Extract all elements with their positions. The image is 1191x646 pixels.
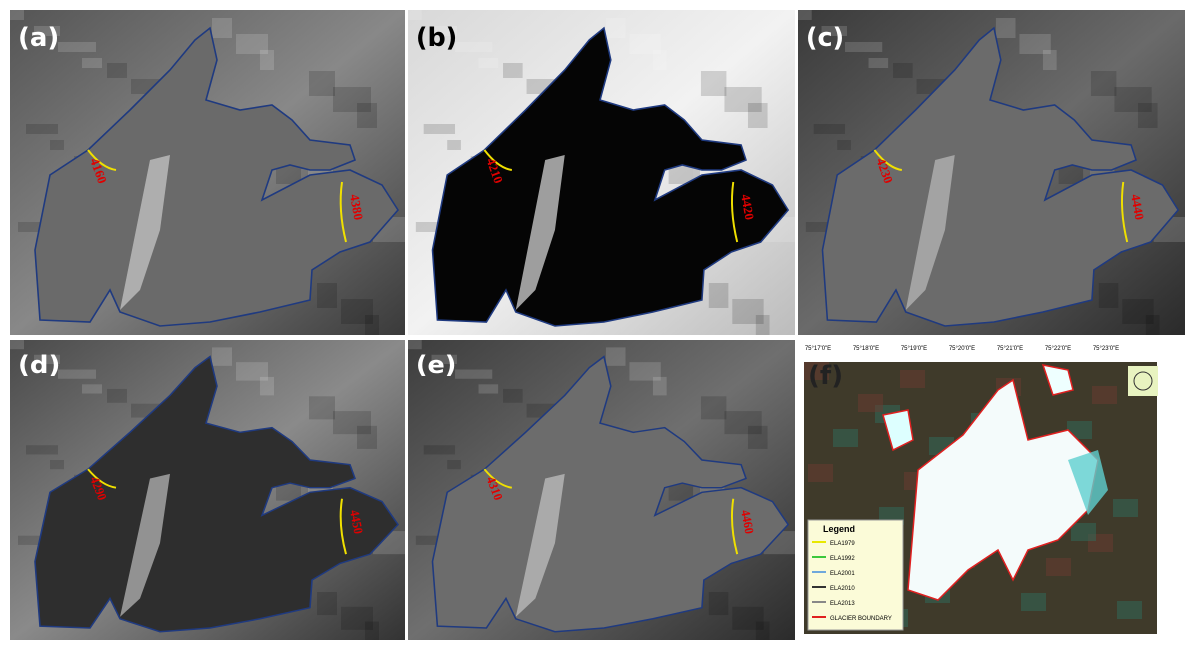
legend-title: Legend [823,524,855,534]
texture [424,124,455,134]
panel-label: (b) [416,23,457,53]
longitude-label: 75°18'0"E [853,346,879,352]
texture [845,42,882,52]
texture [479,384,499,393]
terrain [1092,386,1117,404]
terrain [858,394,883,412]
image-panel: (b)42104420 [408,10,795,335]
panel-label: (c) [806,23,844,53]
texture [996,18,1016,38]
texture [317,592,337,615]
terrain [1046,558,1071,576]
texture [10,10,24,20]
legend-item: GLACIER BOUNDARY [830,616,892,622]
texture [701,71,726,96]
panel-label: (e) [416,351,457,379]
longitude-label: 75°17'0"E [805,346,831,352]
texture [26,124,58,134]
terrain [1113,499,1138,517]
texture [869,58,889,68]
legend-item: ELA2013 [830,601,855,607]
texture [58,370,96,379]
compass-box [1128,366,1158,396]
texture [606,347,626,365]
texture [50,460,64,469]
texture [748,426,768,449]
texture [503,63,523,78]
texture [317,283,337,308]
legend-item: ELA2001 [830,571,855,577]
legend-item: ELA1992 [830,556,855,562]
terrain [833,429,858,447]
texture [107,389,127,403]
texture [606,18,626,38]
texture [814,124,845,134]
legend-box [808,520,903,630]
legend-item: ELA2010 [830,586,855,592]
texture [357,103,377,128]
texture [653,377,667,395]
texture [1099,283,1119,308]
texture [756,622,770,640]
texture [798,10,812,20]
texture [447,140,461,150]
texture [455,370,492,379]
texture [447,460,461,469]
image-panel: (a)41604380 [10,10,405,335]
texture [50,140,64,150]
texture [424,445,455,454]
texture [756,315,770,335]
texture [82,384,102,393]
texture [455,42,492,52]
texture [709,283,729,308]
longitude-label: 75°23'0"E [1093,346,1119,352]
texture [260,377,274,395]
texture [309,396,335,419]
longitude-label: 75°21'0"E [997,346,1023,352]
map-panel: 75°17'0"E 75°18'0"E 75°19'0"E 75°20'0"E 75°2… [798,340,1185,640]
texture [837,140,851,150]
texture [309,71,335,96]
texture [408,10,422,20]
texture [503,389,523,403]
texture [1043,50,1057,70]
texture [709,592,729,615]
texture [408,340,422,349]
texture [893,63,913,78]
terrain [1021,593,1046,611]
texture [58,42,96,52]
panel-label: (d) [18,351,60,379]
legend-item: ELA1979 [830,541,855,547]
texture [212,18,232,38]
texture [748,103,768,128]
texture [107,63,127,78]
texture [701,396,726,419]
texture [1146,315,1160,335]
texture [82,58,102,68]
texture [357,426,377,449]
longitude-label: 75°20'0"E [949,346,975,352]
texture [479,58,499,68]
texture [212,347,232,365]
texture [1138,103,1158,128]
terrain [900,370,925,388]
panel-label: (a) [18,23,59,53]
texture [653,50,667,70]
terrain [1071,523,1096,541]
terrain [808,464,833,482]
panel-label: (f) [808,361,843,391]
longitude-label: 75°22'0"E [1045,346,1071,352]
texture [26,445,58,454]
texture [365,622,379,640]
texture [10,340,24,349]
figure: (a)41604380(b)42104420(c)42304440 (d)4290… [0,0,1191,646]
longitude-label: 75°19'0"E [901,346,927,352]
texture [260,50,274,70]
texture [1091,71,1116,96]
terrain [1117,601,1142,619]
texture [365,315,379,335]
image-panel: (d)42904450 [10,340,405,640]
